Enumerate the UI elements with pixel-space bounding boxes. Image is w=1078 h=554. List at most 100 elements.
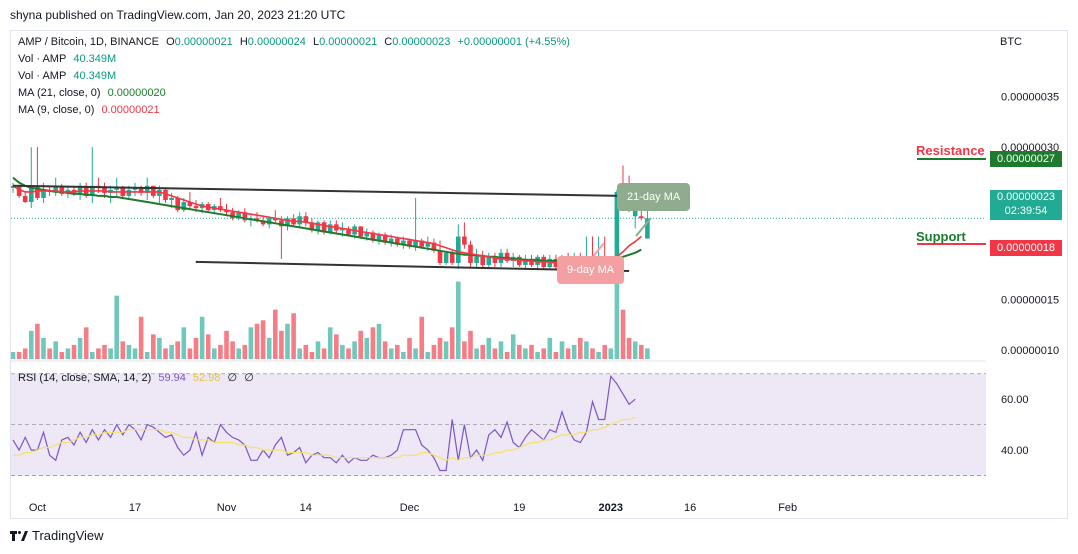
volume-bar <box>559 341 565 359</box>
candle-body <box>218 206 223 211</box>
candle-body <box>29 185 34 203</box>
volume-bar <box>626 337 632 359</box>
candle-body <box>181 202 187 211</box>
volume-bar <box>120 341 126 359</box>
volume-bar <box>541 348 546 359</box>
candle-body <box>157 189 162 196</box>
candle-body <box>614 191 620 263</box>
volume-bar <box>193 337 199 359</box>
volume-bar <box>486 337 492 359</box>
volume-bar <box>584 341 589 359</box>
price-tick-label: 0.00000015 <box>1001 294 1059 306</box>
candle-body <box>151 185 156 196</box>
volume-label[interactable]: Vol · AMP <box>18 53 67 65</box>
volume-bar <box>35 323 40 359</box>
volume-bar <box>535 351 540 359</box>
publisher-line: shyna published on TradingView.com, Jan … <box>10 8 346 22</box>
volume-bar <box>175 341 180 359</box>
volume-bar <box>382 341 388 359</box>
candle-body <box>16 185 22 196</box>
rsi-extra-2: ∅ <box>244 372 254 384</box>
candle-body <box>462 236 467 245</box>
rsi-tick-label: 40.00 <box>1001 445 1029 457</box>
resistance-price-tag: 0.00000027 <box>990 151 1062 167</box>
candle-body <box>407 240 412 247</box>
brand-name: TradingView <box>32 528 104 543</box>
candle-body <box>303 216 309 223</box>
ohlc-legend: AMP / Bitcoin, 1D, BINANCE O0.00000021 H… <box>18 36 574 48</box>
volume-bar <box>480 344 485 359</box>
candle-body <box>297 216 302 225</box>
volume-bar <box>358 330 363 359</box>
current-price-value: 0.00000023 <box>996 191 1056 203</box>
candle-body <box>523 258 528 265</box>
candle-body <box>370 232 376 241</box>
volume-bar <box>565 348 571 359</box>
footer-brand[interactable]: TradingView <box>10 528 104 543</box>
volume-bar <box>102 344 107 359</box>
candle-body <box>224 210 229 213</box>
support-price-tag: 0.00000018 <box>990 240 1062 256</box>
candle-body <box>35 185 40 198</box>
volume-bar <box>41 337 46 359</box>
candle-body <box>632 208 638 217</box>
volume-bar <box>236 348 241 359</box>
candle-body <box>431 242 437 251</box>
date-tick-label: Dec <box>400 502 420 514</box>
volume-bar <box>83 327 89 359</box>
close-label: C <box>384 36 393 48</box>
candle-body <box>59 185 65 194</box>
volume-bar <box>632 341 638 359</box>
ma9-value: 0.00000021 <box>101 104 160 116</box>
change-value: +0.00000001 (+4.55%) <box>457 36 570 48</box>
volume-bar <box>315 341 321 359</box>
candle-body <box>456 236 461 263</box>
volume-bar <box>254 323 260 359</box>
volume-bar <box>108 348 113 359</box>
chart-frame[interactable]: 0.000000100.000000150.000000200.00000025… <box>10 30 1068 519</box>
volume-bar <box>291 313 296 359</box>
current-price-tag: 0.00000023 02:39:54 <box>990 190 1062 220</box>
candle-body <box>169 197 174 200</box>
volume-bar <box>266 337 272 359</box>
volume-bar <box>297 348 302 359</box>
volume-bar <box>96 348 101 359</box>
volume-bar <box>504 351 510 359</box>
candle-body <box>163 189 168 200</box>
ma21-value: 0.00000020 <box>107 87 166 99</box>
date-tick-label: 17 <box>129 502 141 514</box>
volume-bar <box>395 344 400 359</box>
volume-bar <box>571 344 577 359</box>
volume-bar <box>224 330 229 359</box>
candle-body <box>376 234 382 241</box>
volume-label[interactable]: Vol · AMP <box>18 70 67 82</box>
candle-body <box>401 240 406 245</box>
volume-bar <box>199 316 205 359</box>
candle-body <box>364 232 370 237</box>
volume-bar <box>65 348 71 359</box>
low-value: 0.00000021 <box>319 36 378 48</box>
candle-body <box>382 234 388 243</box>
rsi-label[interactable]: RSI (14, close, SMA, 14, 2) <box>18 372 152 384</box>
symbol-label[interactable]: AMP / Bitcoin, 1D, BINANCE <box>18 36 160 48</box>
ma9-line <box>12 185 642 264</box>
volume-bar <box>11 351 16 359</box>
volume-bar <box>419 316 424 359</box>
candle-body <box>273 218 278 221</box>
volume-bar <box>364 337 370 359</box>
volume-bar <box>376 323 382 359</box>
chart-canvas[interactable]: 0.000000100.000000150.000000200.00000025… <box>11 31 1069 520</box>
currency-label: BTC <box>1000 36 1022 48</box>
ma9-label[interactable]: MA (9, close, 0) <box>18 104 95 116</box>
ma21-label[interactable]: MA (21, close, 0) <box>18 87 101 99</box>
volume-bar <box>126 344 132 359</box>
candle-body <box>517 256 522 265</box>
candle-body <box>260 220 266 225</box>
candle-body <box>474 256 479 263</box>
candle-body <box>340 228 345 231</box>
volume-bar <box>425 351 431 359</box>
volume-bar <box>443 341 449 359</box>
rsi-value: 59.94 <box>158 372 186 384</box>
volume-bar <box>346 348 351 359</box>
rsi-extra-1: ∅ <box>227 372 238 384</box>
